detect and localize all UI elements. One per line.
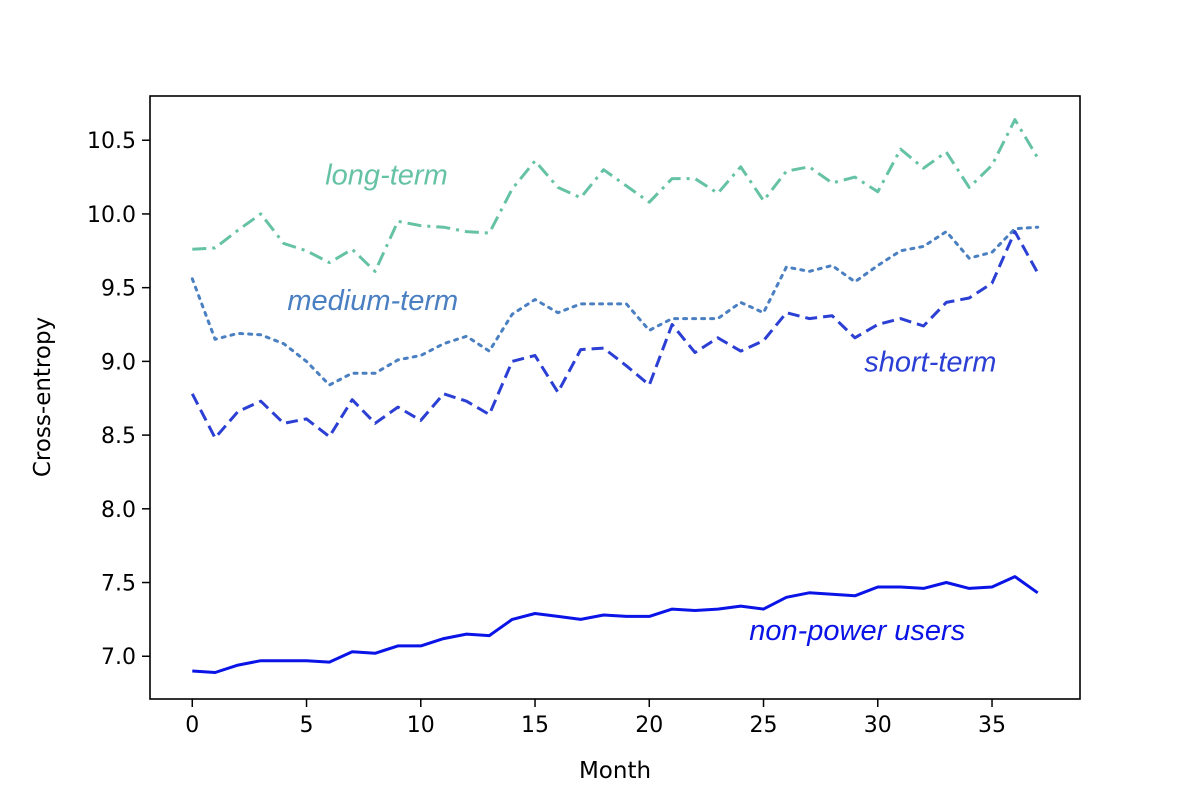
y-tick-label: 10.5 — [87, 129, 136, 154]
y-tick-label: 7.0 — [101, 645, 136, 670]
x-tick-label: 25 — [750, 713, 778, 738]
x-tick-label: 35 — [978, 713, 1006, 738]
x-tick-label: 0 — [185, 713, 199, 738]
y-tick-label: 9.0 — [101, 350, 136, 375]
plot-frame — [149, 95, 1081, 700]
series-line-short-term — [190, 230, 1040, 440]
y-axis-ticks: 7.0 7.5 8.0 8.5 9.0 9.5 10.0 10.5 — [87, 129, 150, 670]
x-tick-label: 15 — [521, 713, 549, 738]
series-line-long-term — [192, 118, 1039, 273]
y-axis-label: Cross-entropy — [30, 317, 56, 477]
series-line-medium-term — [190, 225, 1040, 387]
series-label-layer: long-term medium-term short-term non-power … — [287, 159, 996, 647]
x-tick-label: 10 — [407, 713, 435, 738]
x-tick-label: 20 — [635, 713, 663, 738]
series-label-medium-term: medium-term — [287, 285, 458, 317]
series-line-non-power-users — [192, 575, 1039, 674]
y-tick-label: 8.0 — [101, 498, 136, 523]
series-layer — [190, 118, 1040, 674]
series-label-short-term: short-term — [864, 347, 996, 379]
series-label-non-power-users: non-power users — [749, 615, 965, 647]
y-tick-label: 10.0 — [87, 203, 136, 228]
series-label-long-term: long-term — [325, 159, 448, 191]
y-tick-label: 8.5 — [101, 424, 136, 449]
y-tick-label: 7.5 — [101, 572, 136, 597]
x-tick-label: 30 — [864, 713, 892, 738]
y-tick-label: 9.5 — [101, 277, 136, 302]
x-axis-ticks: 0 5 10 15 20 25 30 35 — [185, 699, 1006, 738]
x-axis-label: Month — [579, 758, 651, 784]
x-tick-label: 5 — [300, 713, 314, 738]
